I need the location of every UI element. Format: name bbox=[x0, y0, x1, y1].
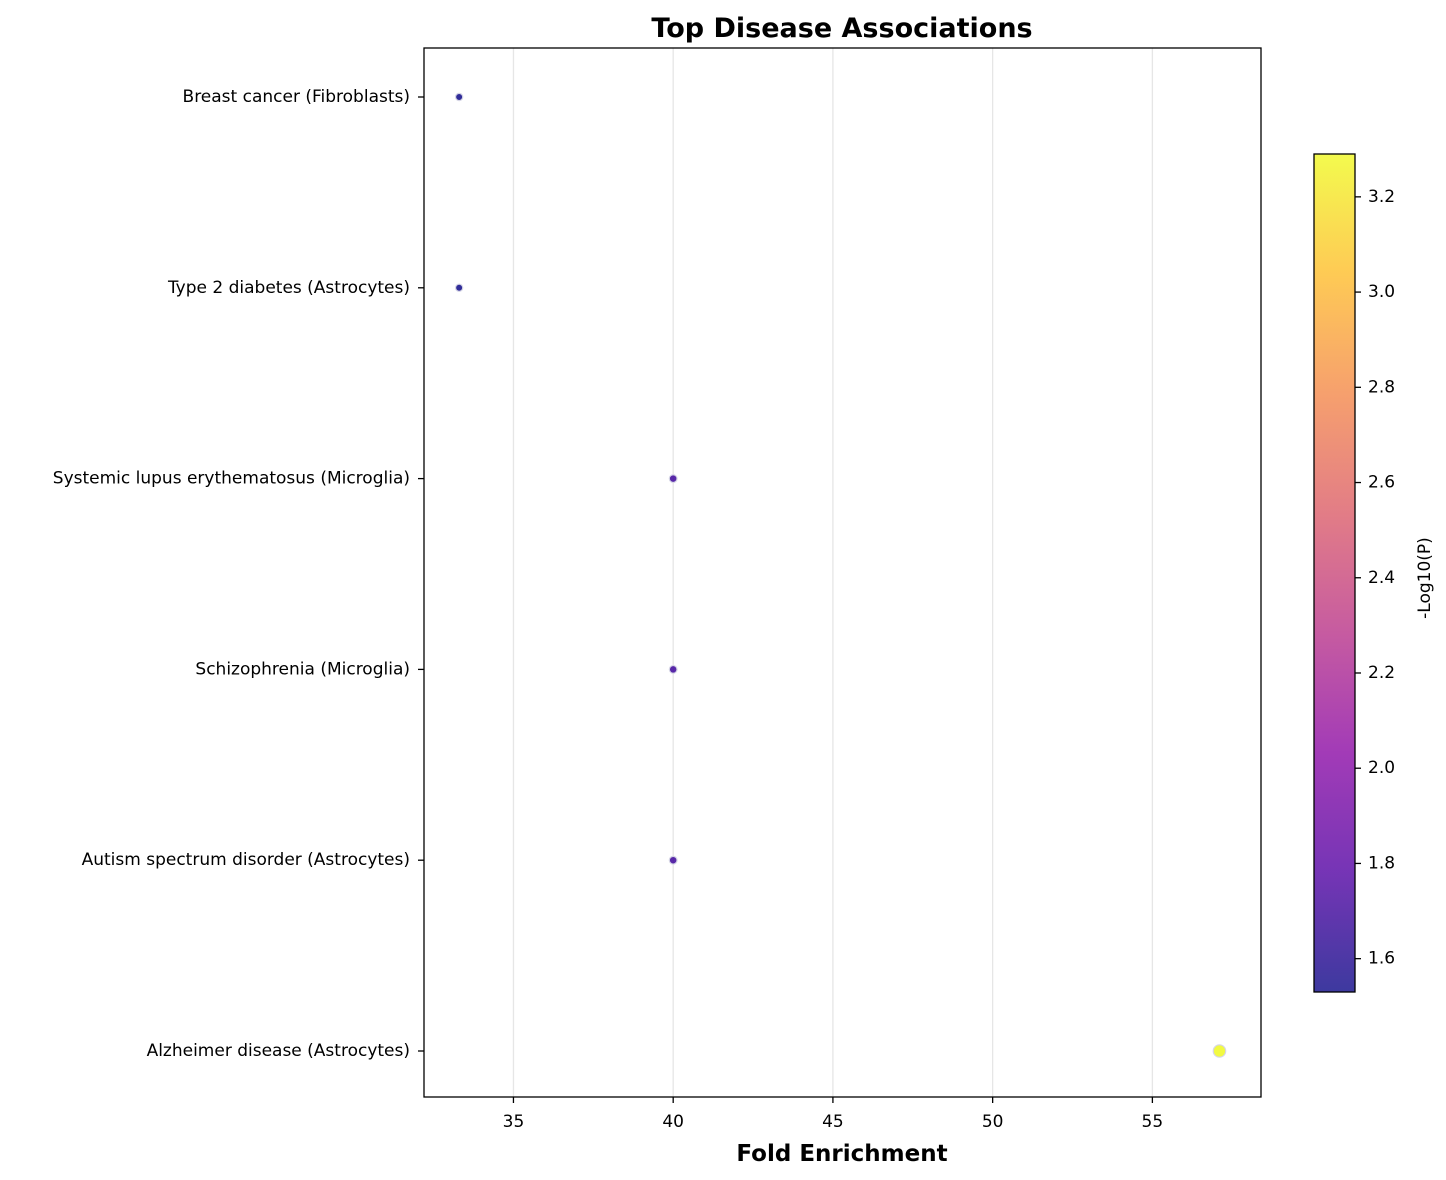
colorbar-tick-label: 2.4 bbox=[1368, 568, 1395, 588]
y-category-label: Breast cancer (Fibroblasts) bbox=[183, 87, 410, 107]
grid-lines bbox=[512, 48, 1154, 1097]
colorbar-tick-label: 2.6 bbox=[1368, 473, 1395, 493]
colorbar-tick-label: 2.2 bbox=[1368, 663, 1395, 683]
x-tick-label: 55 bbox=[1142, 1112, 1164, 1132]
plot-area-frame bbox=[423, 47, 1262, 1098]
colorbar-tick-label: 1.6 bbox=[1368, 949, 1395, 969]
x-tick-label: 35 bbox=[503, 1112, 525, 1132]
y-category-label: Type 2 diabetes (Astrocytes) bbox=[167, 278, 410, 298]
colorbar-label: -Log10(P) bbox=[1415, 537, 1435, 619]
x-axis-label: Fold Enrichment bbox=[736, 1141, 947, 1167]
y-axis-categories: Breast cancer (Fibroblasts) Type 2 diabet… bbox=[53, 87, 424, 1061]
y-category-label: Schizophrenia (Microglia) bbox=[195, 659, 410, 679]
colorbar-ticks: 1.6 1.8 2.0 2.2 2.4 2.6 2.8 3.0 3.2 bbox=[1355, 187, 1395, 969]
data-point bbox=[668, 474, 678, 484]
colorbar-tick-label: 2.0 bbox=[1368, 758, 1395, 778]
y-category-label: Alzheimer disease (Astrocytes) bbox=[147, 1041, 410, 1061]
data-point bbox=[668, 855, 678, 865]
data-point bbox=[454, 92, 464, 102]
y-category-label: Autism spectrum disorder (Astrocytes) bbox=[82, 850, 410, 870]
colorbar-tick-label: 1.8 bbox=[1368, 853, 1395, 873]
x-tick-label: 45 bbox=[822, 1112, 844, 1132]
x-axis-ticks: 35 40 45 50 55 bbox=[503, 1097, 1164, 1132]
colorbar-tick-label: 3.2 bbox=[1368, 187, 1395, 207]
data-point bbox=[1212, 1044, 1227, 1058]
y-category-label: Systemic lupus erythematosus (Microglia) bbox=[53, 469, 410, 489]
colorbar-tick-label: 3.0 bbox=[1368, 282, 1395, 302]
colorbar bbox=[1313, 153, 1356, 993]
data-point bbox=[454, 283, 464, 292]
x-tick-label: 40 bbox=[662, 1112, 684, 1132]
colorbar-tick-label: 2.8 bbox=[1368, 377, 1395, 397]
x-tick-label: 50 bbox=[982, 1112, 1004, 1132]
data-point bbox=[668, 664, 678, 674]
chart-title: Top Disease Associations bbox=[651, 13, 1032, 44]
data-points bbox=[454, 92, 1227, 1058]
